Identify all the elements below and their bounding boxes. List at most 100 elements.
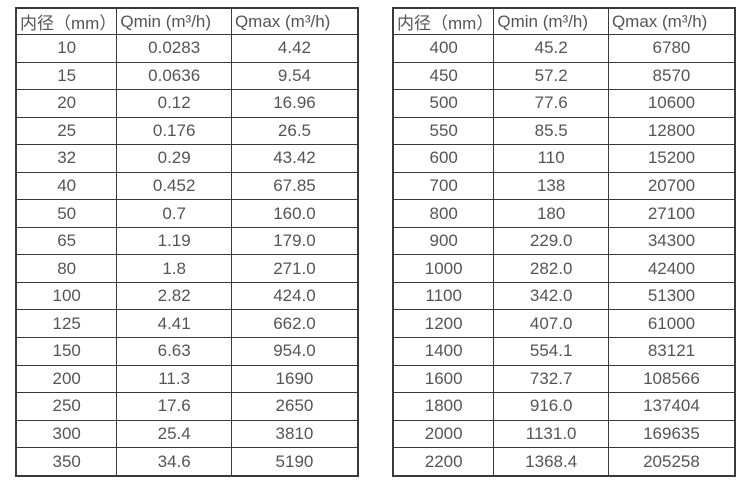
diameter-cell: 2000	[392, 419, 495, 449]
table-row: 1400 554.1 83121	[392, 337, 736, 366]
diameter-cell: 80	[15, 254, 118, 283]
table-row: 550 85.5 12800	[392, 116, 736, 146]
qmin-cell: 0.452	[116, 171, 232, 201]
table-row: 100 2.82 424.0	[15, 281, 359, 311]
qmin-cell: 17.6	[116, 392, 232, 421]
qmax-cell: 205258	[607, 447, 736, 477]
diameter-cell: 40	[15, 171, 118, 201]
header-row: 内径（mm） Qmin (m³/h) Qmax (m³/h)	[392, 7, 736, 35]
diameter-cell: 800	[392, 199, 495, 228]
qmin-cell: 229.0	[493, 226, 609, 256]
qmax-cell: 9.54	[230, 61, 359, 91]
qmin-cell: 342.0	[493, 281, 609, 311]
qmin-cell: 45.2	[493, 34, 609, 63]
qmin-cell: 34.6	[116, 447, 232, 477]
diameter-cell: 32	[15, 144, 118, 173]
flow-table-large-diameters: 内径（mm） Qmin (m³/h) Qmax (m³/h) 400 45.2 67…	[392, 7, 736, 477]
qmax-cell: 1690	[230, 364, 359, 394]
diameter-cell: 1000	[392, 254, 495, 283]
table-row: 150 6.63 954.0	[15, 337, 359, 366]
table-row: 250 17.6 2650	[15, 392, 359, 421]
header-diameter: 内径（mm）	[392, 7, 495, 35]
qmax-cell: 954.0	[230, 337, 359, 366]
qmax-cell: 4.42	[230, 34, 359, 63]
qmax-cell: 108566	[607, 364, 736, 394]
qmax-cell: 179.0	[230, 226, 359, 256]
qmin-cell: 6.63	[116, 337, 232, 366]
qmax-cell: 26.5	[230, 116, 359, 146]
table-row: 400 45.2 6780	[392, 34, 736, 63]
qmin-cell: 77.6	[493, 89, 609, 118]
qmin-cell: 0.12	[116, 89, 232, 118]
table-row: 900 229.0 34300	[392, 226, 736, 256]
qmin-cell: 1.8	[116, 254, 232, 283]
header-qmax: Qmax (m³/h)	[230, 7, 359, 35]
qmin-cell: 0.29	[116, 144, 232, 173]
table-row: 25 0.176 26.5	[15, 116, 359, 146]
qmax-cell: 16.96	[230, 89, 359, 118]
table-row: 80 1.8 271.0	[15, 254, 359, 283]
qmax-cell: 61000	[607, 309, 736, 339]
qmax-cell: 271.0	[230, 254, 359, 283]
qmin-cell: 11.3	[116, 364, 232, 394]
diameter-cell: 10	[15, 34, 118, 63]
qmin-cell: 0.7	[116, 199, 232, 228]
table-row: 700 138 20700	[392, 171, 736, 201]
qmin-cell: 1368.4	[493, 447, 609, 477]
qmax-cell: 27100	[607, 199, 736, 228]
qmax-cell: 5190	[230, 447, 359, 477]
table-row: 500 77.6 10600	[392, 89, 736, 118]
qmax-cell: 6780	[607, 34, 736, 63]
diameter-cell: 50	[15, 199, 118, 228]
table-row: 50 0.7 160.0	[15, 199, 359, 228]
diameter-cell: 300	[15, 419, 118, 449]
diameter-cell: 1600	[392, 364, 495, 394]
qmin-cell: 1131.0	[493, 419, 609, 449]
qmin-cell: 0.0283	[116, 34, 232, 63]
header-qmin: Qmin (m³/h)	[493, 7, 609, 35]
qmax-cell: 15200	[607, 144, 736, 173]
qmin-cell: 1.19	[116, 226, 232, 256]
diameter-cell: 1100	[392, 281, 495, 311]
table-row: 200 11.3 1690	[15, 364, 359, 394]
diameter-cell: 350	[15, 447, 118, 477]
qmax-cell: 51300	[607, 281, 736, 311]
diameter-cell: 250	[15, 392, 118, 421]
diameter-cell: 125	[15, 309, 118, 339]
table-row: 32 0.29 43.42	[15, 144, 359, 173]
table-row: 125 4.41 662.0	[15, 309, 359, 339]
qmax-cell: 83121	[607, 337, 736, 366]
table-row: 1200 407.0 61000	[392, 309, 736, 339]
table-row: 65 1.19 179.0	[15, 226, 359, 256]
header-qmin: Qmin (m³/h)	[116, 7, 232, 35]
diameter-cell: 200	[15, 364, 118, 394]
qmin-cell: 407.0	[493, 309, 609, 339]
qmax-cell: 160.0	[230, 199, 359, 228]
table-row: 2000 1131.0 169635	[392, 419, 736, 449]
diameter-cell: 25	[15, 116, 118, 146]
qmax-cell: 67.85	[230, 171, 359, 201]
qmin-cell: 138	[493, 171, 609, 201]
qmax-cell: 34300	[607, 226, 736, 256]
qmin-cell: 57.2	[493, 61, 609, 91]
diameter-cell: 550	[392, 116, 495, 146]
qmin-cell: 0.0636	[116, 61, 232, 91]
table-row: 350 34.6 5190	[15, 447, 359, 477]
qmin-cell: 25.4	[116, 419, 232, 449]
qmin-cell: 554.1	[493, 337, 609, 366]
diameter-cell: 700	[392, 171, 495, 201]
qmax-cell: 2650	[230, 392, 359, 421]
qmax-cell: 43.42	[230, 144, 359, 173]
table-row: 300 25.4 3810	[15, 419, 359, 449]
table-row: 20 0.12 16.96	[15, 89, 359, 118]
table-row: 1100 342.0 51300	[392, 281, 736, 311]
diameter-cell: 1200	[392, 309, 495, 339]
qmin-cell: 4.41	[116, 309, 232, 339]
flow-table-small-diameters: 内径（mm） Qmin (m³/h) Qmax (m³/h) 10 0.0283 4…	[15, 7, 359, 477]
table-row: 800 180 27100	[392, 199, 736, 228]
qmin-cell: 282.0	[493, 254, 609, 283]
qmax-cell: 662.0	[230, 309, 359, 339]
qmin-cell: 2.82	[116, 281, 232, 311]
diameter-cell: 150	[15, 337, 118, 366]
qmax-cell: 3810	[230, 419, 359, 449]
